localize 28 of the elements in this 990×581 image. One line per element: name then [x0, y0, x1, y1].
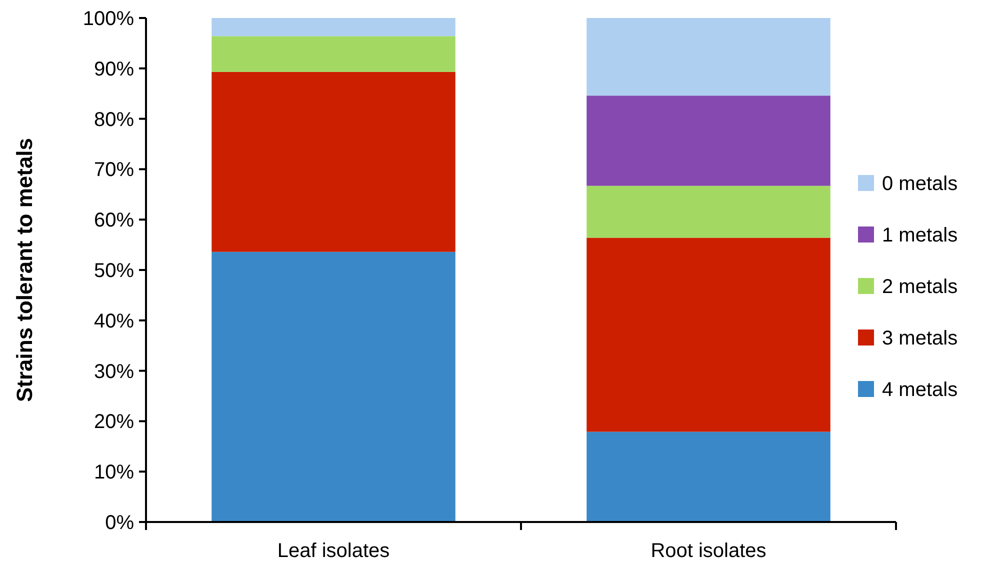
bar — [212, 36, 456, 72]
bar — [586, 186, 830, 238]
bar — [212, 72, 456, 252]
x-tick-label: Root isolates — [650, 540, 766, 562]
y-tick-label: 0% — [105, 512, 134, 534]
x-tick-label: Leaf isolates — [277, 540, 390, 562]
y-tick-label: 50% — [94, 260, 134, 282]
bar — [586, 18, 830, 96]
y-axis-title: Strains tolerant to metals — [12, 138, 37, 402]
y-tick-label: 10% — [94, 462, 134, 484]
y-tick-label: 100% — [82, 8, 134, 30]
y-tick-label: 70% — [94, 159, 134, 182]
y-tick-label: 90% — [94, 58, 134, 80]
y-tick-label: 80% — [94, 108, 134, 131]
y-tick-label: 30% — [94, 360, 134, 383]
y-tick-label: 40% — [94, 310, 134, 332]
bar — [586, 432, 830, 522]
bar — [586, 238, 830, 432]
y-tick-label: 20% — [94, 411, 134, 434]
legend-label: 0 metals — [882, 173, 958, 195]
legend-label: 2 metals — [882, 276, 958, 298]
legend-label: 1 metals — [882, 224, 958, 246]
legend-label: 3 metals — [882, 328, 958, 350]
bar — [212, 252, 456, 522]
y-tick-label: 60% — [94, 210, 134, 232]
bar — [586, 96, 830, 186]
legend-label: 4 metals — [882, 379, 958, 401]
bar — [212, 18, 456, 36]
